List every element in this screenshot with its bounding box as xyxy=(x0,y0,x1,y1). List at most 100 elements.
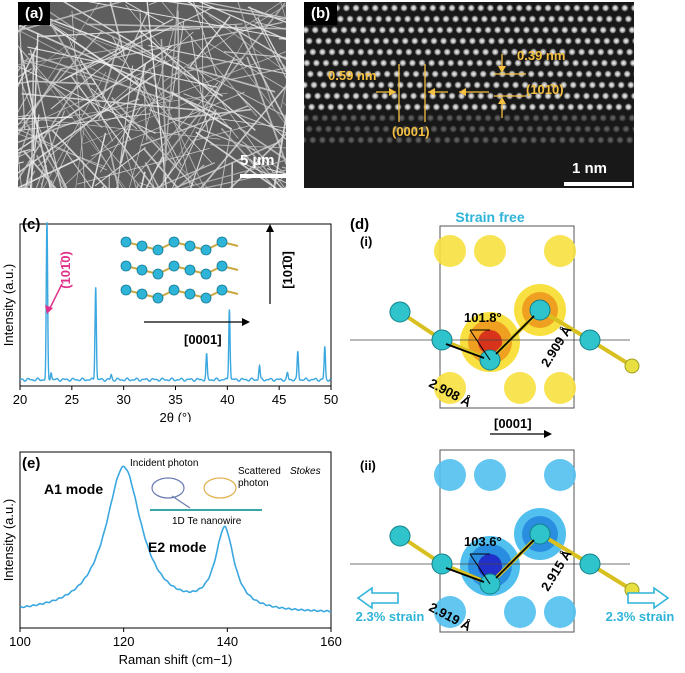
te-atom xyxy=(431,329,453,351)
lattice-atom xyxy=(386,80,395,90)
lattice-atom xyxy=(429,36,439,46)
lattice-atom xyxy=(542,58,551,68)
panel-a-label: (a) xyxy=(18,2,51,25)
lattice-atom xyxy=(581,58,590,68)
lattice-atom xyxy=(330,25,339,35)
lattice-atom xyxy=(444,80,453,90)
lattice-atom xyxy=(403,102,412,112)
te-atom xyxy=(200,268,212,280)
lattice-atom xyxy=(455,113,464,123)
lattice-atom xyxy=(551,113,560,123)
lattice-atom xyxy=(531,25,541,35)
nanowire xyxy=(229,132,286,188)
lattice-atom xyxy=(383,69,392,79)
lattice-atom xyxy=(435,113,445,123)
lattice-atom xyxy=(311,25,320,35)
lattice-atom xyxy=(591,3,601,13)
lattice-atom xyxy=(312,58,321,68)
lattice-atom xyxy=(473,80,482,90)
nanowire xyxy=(192,123,257,142)
nanowire xyxy=(29,114,40,188)
lattice-atom xyxy=(304,113,310,123)
nanowire xyxy=(18,81,80,181)
strain-left-label: 2.3% strain xyxy=(356,609,425,624)
lattice-atom xyxy=(437,58,446,68)
nanowire xyxy=(124,149,137,188)
lattice-atom xyxy=(497,36,506,46)
peak-label: (101̄0) xyxy=(58,251,73,289)
lattice-atom xyxy=(500,47,509,57)
lattice-atom xyxy=(349,113,358,123)
lattice-atom xyxy=(495,3,505,13)
lattice-atom xyxy=(441,14,451,24)
raman-frame xyxy=(19,451,332,629)
direction-0001-label: [0001] xyxy=(494,416,532,431)
lattice-atom xyxy=(438,91,447,101)
nanowire xyxy=(75,123,86,188)
nanowire xyxy=(176,128,192,188)
lattice-atom xyxy=(519,135,529,145)
lattice-atom xyxy=(361,91,370,101)
lattice-atom xyxy=(405,80,415,90)
angle-marker xyxy=(469,553,491,585)
charge-density-blob xyxy=(434,372,466,404)
te-atom xyxy=(389,525,411,547)
raman-x-axis-label: Raman shift (cm−1) xyxy=(119,652,233,667)
lattice-atom xyxy=(577,135,586,145)
lattice-atom xyxy=(609,58,619,68)
lattice-atom xyxy=(452,135,461,145)
lattice-atom xyxy=(402,69,411,79)
lattice-atom xyxy=(384,102,393,112)
lattice-atom xyxy=(524,91,533,101)
lattice-atom xyxy=(366,135,375,145)
lattice-atom xyxy=(589,25,598,35)
charge-density-blob xyxy=(434,459,466,491)
lattice-atom xyxy=(372,124,381,134)
charge-density-blob xyxy=(474,459,506,491)
lattice-atom xyxy=(577,47,586,57)
lattice-atom xyxy=(377,80,386,90)
lattice-atom xyxy=(632,70,634,78)
lattice-atom xyxy=(337,135,346,145)
nanowire xyxy=(20,59,110,84)
lattice-atom xyxy=(349,25,358,35)
nanowire xyxy=(183,93,286,134)
nanowire xyxy=(61,71,186,188)
lattice-atom xyxy=(428,3,437,13)
lattice-atom xyxy=(555,69,565,79)
te-atom xyxy=(168,284,180,296)
lattice-atom xyxy=(493,113,502,123)
lattice-atom xyxy=(409,3,418,13)
lattice-atom xyxy=(449,36,458,46)
lattice-atom xyxy=(438,3,447,13)
lattice-atom xyxy=(304,135,308,145)
lattice-atom xyxy=(539,47,548,57)
raman-chart: 100 120 140 160 Raman shift (cm−1) Intensity … xyxy=(1,451,342,667)
charge-density-center xyxy=(478,554,502,578)
plane-1010-label: (101̄0) xyxy=(526,82,564,97)
lattice-atom xyxy=(471,47,481,57)
lattice-atom xyxy=(390,3,399,13)
lattice-atom xyxy=(602,124,611,134)
lattice-atom xyxy=(435,25,445,35)
lattice-atom xyxy=(314,124,323,134)
lattice-atom xyxy=(583,36,592,46)
lattice-atom xyxy=(527,69,536,79)
lattice-atom xyxy=(457,3,466,13)
spacing-1010-label: 0.39 nm xyxy=(517,48,566,63)
lattice-atom xyxy=(480,102,489,112)
lattice-atom xyxy=(395,135,404,145)
lattice-atom xyxy=(396,80,405,90)
lattice-atom xyxy=(423,47,433,57)
nanowire xyxy=(18,45,126,188)
lattice-atom xyxy=(537,14,547,24)
lattice-atom xyxy=(611,3,620,13)
te-atom xyxy=(136,264,148,276)
nanowire xyxy=(18,45,173,152)
lattice-atom xyxy=(552,58,561,68)
lattice-atom xyxy=(426,25,435,35)
nanowire xyxy=(236,58,286,126)
nanowire xyxy=(230,67,286,81)
lattice-atom xyxy=(391,124,400,134)
lattice-atom xyxy=(541,25,550,35)
